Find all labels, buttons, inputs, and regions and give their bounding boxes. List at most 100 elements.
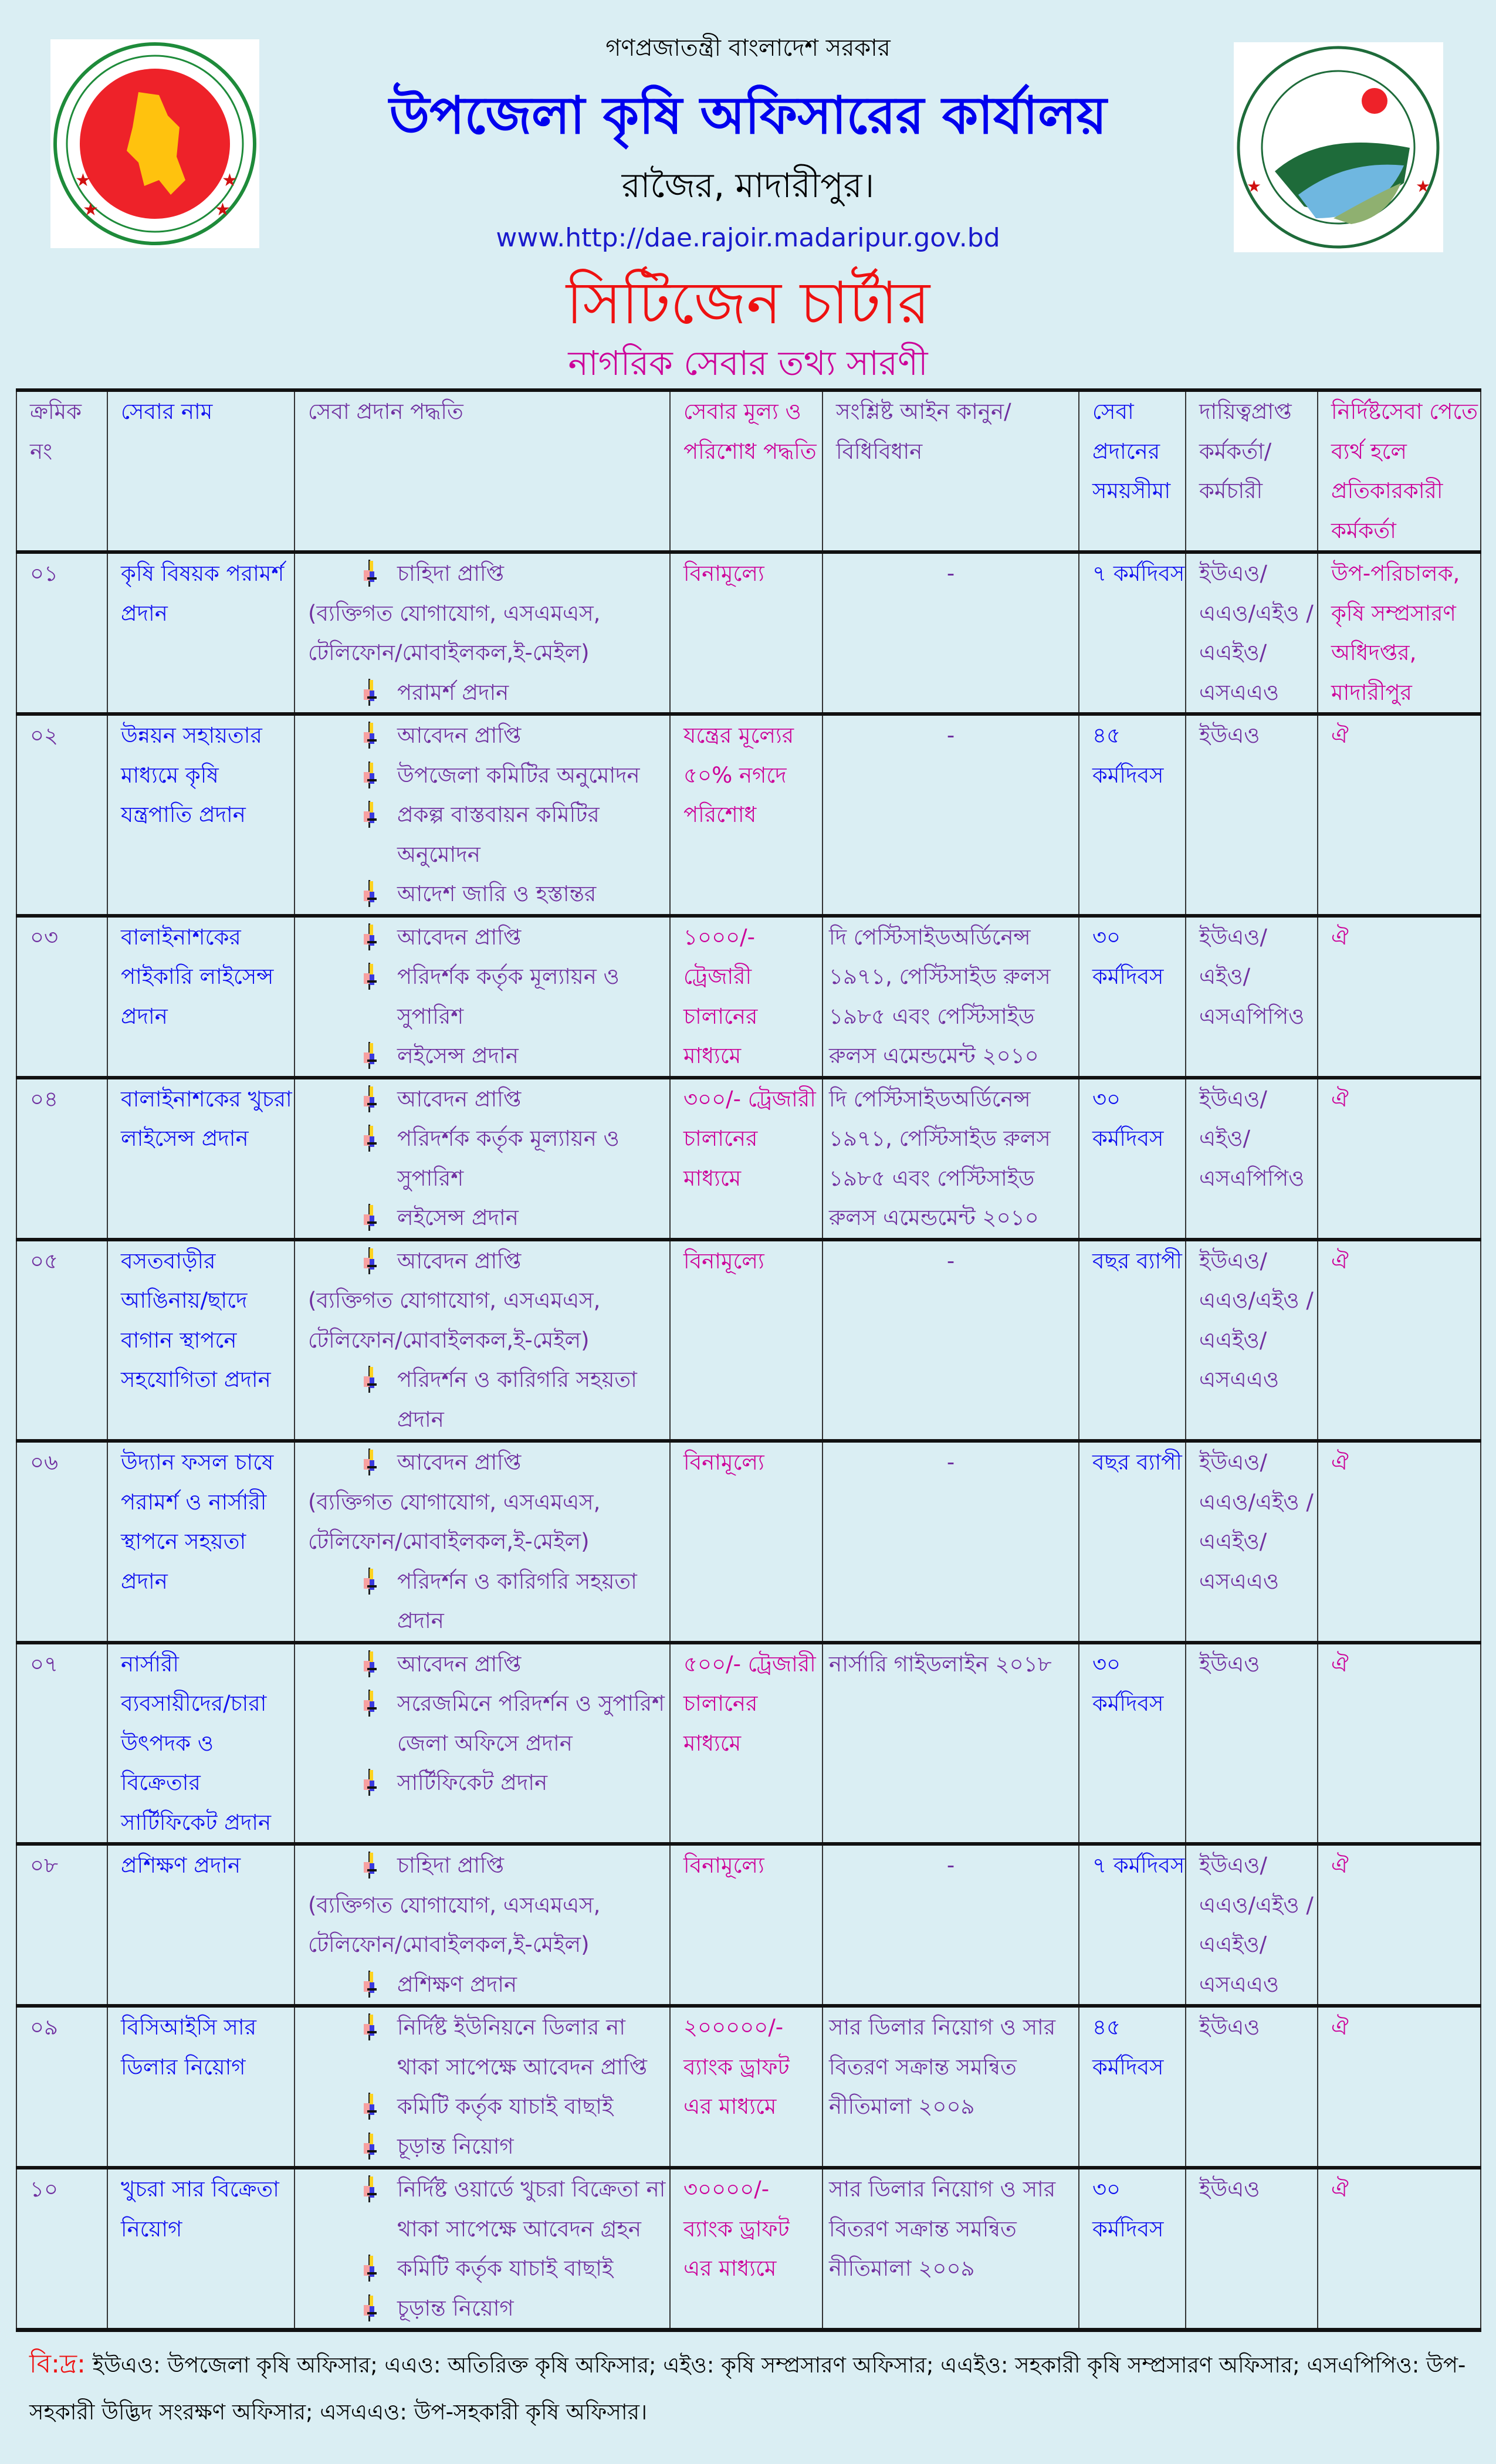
serial-cell: ০৯ [16, 2004, 108, 2168]
officer-cell: ইউএও/ এএও/এইও /এএইও/ এসএএও [1185, 550, 1318, 715]
method-text: পরিদর্শন ও কারিগরি সহয়তা প্রদান [397, 1367, 637, 1432]
officer-cell: ইউএও [1185, 2004, 1318, 2168]
arrow-bullet-icon [364, 1247, 377, 1274]
arrow-bullet-icon [364, 2013, 377, 2040]
method-step: আবেদন প্রাপ্তি [308, 918, 669, 957]
header-time-limit: সেবা প্রদানের সময়সীমা [1078, 388, 1186, 554]
service-name-cell: প্রশিক্ষণ প্রদান [107, 1842, 295, 2006]
time-limit-cell: ৭ কর্মদিবস [1078, 1842, 1186, 2006]
office-title: উপজেলা কৃষি অফিসারের কার্যালয় [389, 85, 1107, 145]
officer-cell: ইউএও/ এএও/এইও /এএইও/ এসএএও [1185, 1237, 1318, 1441]
service-name-cell: নার্সারী ব্যবসায়ীদের/চারা উৎপদক ও বিক্র… [107, 1640, 295, 1844]
remedy-officer-cell: উপ-পরিচালক, কৃষি সম্প্রসারণ অধিদপ্তর, মা… [1317, 550, 1481, 715]
method-note: (ব্যক্তিগত যোগাযোগ, এসএমএস, টেলিফোন/মোবা… [308, 1886, 669, 1965]
arrow-bullet-icon [364, 1448, 377, 1475]
time-limit-cell: ৩০ কর্মদিবস [1078, 913, 1186, 1078]
method-step: আবেদন প্রাপ্তি [308, 716, 669, 756]
table-row: ০৫ বসতবাড়ীর আঙিনায়/ছাদে বাগান স্থাপনে স… [16, 1237, 1481, 1441]
remedy-officer-cell: ঐ [1317, 1439, 1481, 1643]
header-remedy-officer: নির্দিষ্টসেবা পেতে ব্যর্থ হলে প্রতিকারকা… [1317, 388, 1481, 554]
law-cell: সার ডিলার নিয়োগ ও সার বিতরণ সক্রান্ত সম… [822, 2004, 1079, 2168]
remedy-officer-cell: ঐ [1317, 1640, 1481, 1844]
header-fee: সেবার মূল্য ও পরিশোধ পদ্ধতি [669, 388, 823, 554]
officer-cell: ইউএও/ এইও/ এসএপিপিও [1185, 913, 1318, 1078]
arrow-bullet-icon [364, 1970, 377, 1998]
fee-cell: বিনামূল্যে [669, 550, 823, 715]
officer-cell: ইউএও/ এএও/এইও /এএইও/ এসএএও [1185, 1842, 1318, 2006]
serial-cell: ০৫ [16, 1237, 108, 1441]
svg-text:★: ★ [83, 199, 99, 220]
officer-cell: ইউএও [1185, 712, 1318, 916]
bangladesh-government-emblem: ★ ★ ★ ★ [53, 42, 256, 245]
method-text: লইসেন্স প্রদান [397, 1205, 519, 1230]
method-text: কমিটি কর্তৃক যাচাই বাছাই [397, 2094, 614, 2119]
law-cell: - [822, 1439, 1079, 1643]
arrow-bullet-icon [364, 1769, 377, 1796]
service-name-cell: উন্নয়ন সহায়তার মাধ্যমে কৃষি যন্ত্রপাতি… [107, 712, 295, 916]
time-limit-cell: ৪৫ কর্মদিবস [1078, 2004, 1186, 2168]
table-header-row: ক্রমিক নং সেবার নাম সেবা প্রদান পদ্ধতি স… [16, 388, 1481, 554]
svg-text:★: ★ [215, 199, 231, 220]
footnote: বি:দ্র: ইউএও: উপজেলা কৃষি অফিসার; এএও: অ… [29, 2341, 1473, 2436]
law-cell: - [822, 1237, 1079, 1441]
officer-cell: ইউএও [1185, 2166, 1318, 2332]
serial-cell: ১০ [16, 2166, 108, 2332]
method-step: চাহিদা প্রাপ্তি [308, 1846, 669, 1886]
method-step: নির্দিষ্ট ইউনিয়নে ডিলার না থাকা সাপেক্ষ… [308, 2008, 669, 2087]
law-cell: সার ডিলার নিয়োগ ও সার বিতরণ সক্রান্ত সম… [822, 2166, 1079, 2332]
arrow-bullet-icon [364, 880, 377, 907]
method-step: আবেদন প্রাপ্তি [308, 1079, 669, 1119]
method-text: আবেদন প্রাপ্তি [397, 924, 522, 950]
method-step: চূড়ান্ত নিয়োগ [308, 2127, 669, 2167]
method-step: চাহিদা প্রাপ্তি [308, 554, 669, 594]
method-step: কমিটি কর্তৃক যাচাই বাছাই [308, 2087, 669, 2127]
method-text: সরেজমিনে পরিদর্শন ও সুপারিশ জেলা অফিসে প… [397, 1691, 665, 1756]
serial-cell: ০১ [16, 550, 108, 715]
table-row: ০৩ বালাইনাশকের পাইকারি লাইসেন্স প্রদান আবে… [16, 913, 1481, 1078]
method-step: আবেদন প্রাপ্তি [308, 1241, 669, 1281]
fee-cell: যন্ত্রের মূল্যের ৫০% নগদে পরিশোধ [669, 712, 823, 916]
website-link[interactable]: www.http://dae.rajoir.madaripur.gov.bd [496, 223, 1000, 253]
method-note: (ব্যক্তিগত যোগাযোগ, এসএমএস, টেলিফোন/মোবা… [308, 1483, 669, 1562]
method-text: প্রকল্প বাস্তবায়ন কমিটির অনুমোদন [397, 802, 600, 867]
method-step: আবেদন প্রাপ্তি [308, 1443, 669, 1483]
method-step: সার্টিফিকেট প্রদান [308, 1763, 669, 1803]
time-limit-cell: বছর ব্যাপী [1078, 1237, 1186, 1441]
method-text: লইসেন্স প্রদান [397, 1043, 519, 1068]
government-name: গণপ্রজাতন্ত্রী বাংলাদেশ সরকার [605, 35, 891, 62]
method-step: নির্দিষ্ট ওয়ার্ডে খুচরা বিক্রেতা না থাক… [308, 2169, 669, 2249]
method-text: পরিদর্শক কর্তৃক মূল্যায়ন ও সুপারিশ [397, 1126, 620, 1191]
service-name-cell: বিসিআইসি সার ডিলার নিয়োগ [107, 2004, 295, 2168]
law-cell: নার্সারি গাইডলাইন ২০১৮ [822, 1640, 1079, 1844]
method-text: পরিদর্শক কর্তৃক মূল্যায়ন ও সুপারিশ [397, 964, 620, 1029]
arrow-bullet-icon [364, 2294, 377, 2321]
remedy-officer-cell: ঐ [1317, 1842, 1481, 2006]
table-row: ০২ উন্নয়ন সহায়তার মাধ্যমে কৃষি যন্ত্রপা… [16, 712, 1481, 916]
method-step: প্রকল্প বাস্তবায়ন কমিটির অনুমোদন [308, 795, 669, 874]
arrow-bullet-icon [364, 2255, 377, 2282]
time-limit-cell: ৭ কর্মদিবস [1078, 550, 1186, 715]
svg-text:★: ★ [222, 170, 238, 191]
method-step: পরামর্শ প্রদান [308, 673, 669, 713]
time-limit-cell: ৩০ কর্মদিবস [1078, 2166, 1186, 2332]
time-limit-cell: ৩০ কর্মদিবস [1078, 1640, 1186, 1844]
law-cell: দি পেস্টিসাইডঅর্ডিনেন্স ১৯৭১, পেস্টিসাইড… [822, 913, 1079, 1078]
charter-subtitle: নাগরিক সেবার তথ্য সারণী [568, 343, 928, 383]
service-name-cell: বসতবাড়ীর আঙিনায়/ছাদে বাগান স্থাপনে সহয… [107, 1237, 295, 1441]
arrow-bullet-icon [364, 560, 377, 587]
service-method-cell: চাহিদা প্রাপ্তি (ব্যক্তিগত যোগাযোগ, এসএমএ… [294, 550, 671, 715]
remedy-officer-cell: ঐ [1317, 2166, 1481, 2332]
fee-cell: বিনামূল্যে [669, 1237, 823, 1441]
arrow-bullet-icon [364, 1567, 377, 1595]
officer-cell: ইউএও/ এইও/ এসএপিপিও [1185, 1075, 1318, 1240]
remedy-officer-cell: ঐ [1317, 913, 1481, 1078]
method-text: সার্টিফিকেট প্রদান [397, 1770, 548, 1795]
method-text: নির্দিষ্ট ইউনিয়নে ডিলার না থাকা সাপেক্ষ… [397, 2015, 648, 2080]
method-text: আবেদন প্রাপ্তি [397, 1651, 522, 1677]
method-text: পরিদর্শন ও কারিগরি সহয়তা প্রদান [397, 1568, 637, 1634]
arrow-bullet-icon [364, 1366, 377, 1393]
table-row: ০৪ বালাইনাশকের খুচরা লাইসেন্স প্রদান আবেদন… [16, 1075, 1481, 1240]
service-name-cell: বালাইনাশকের খুচরা লাইসেন্স প্রদান [107, 1075, 295, 1240]
arrow-bullet-icon [364, 722, 377, 749]
method-step: সরেজমিনে পরিদর্শন ও সুপারিশ জেলা অফিসে প… [308, 1684, 669, 1763]
